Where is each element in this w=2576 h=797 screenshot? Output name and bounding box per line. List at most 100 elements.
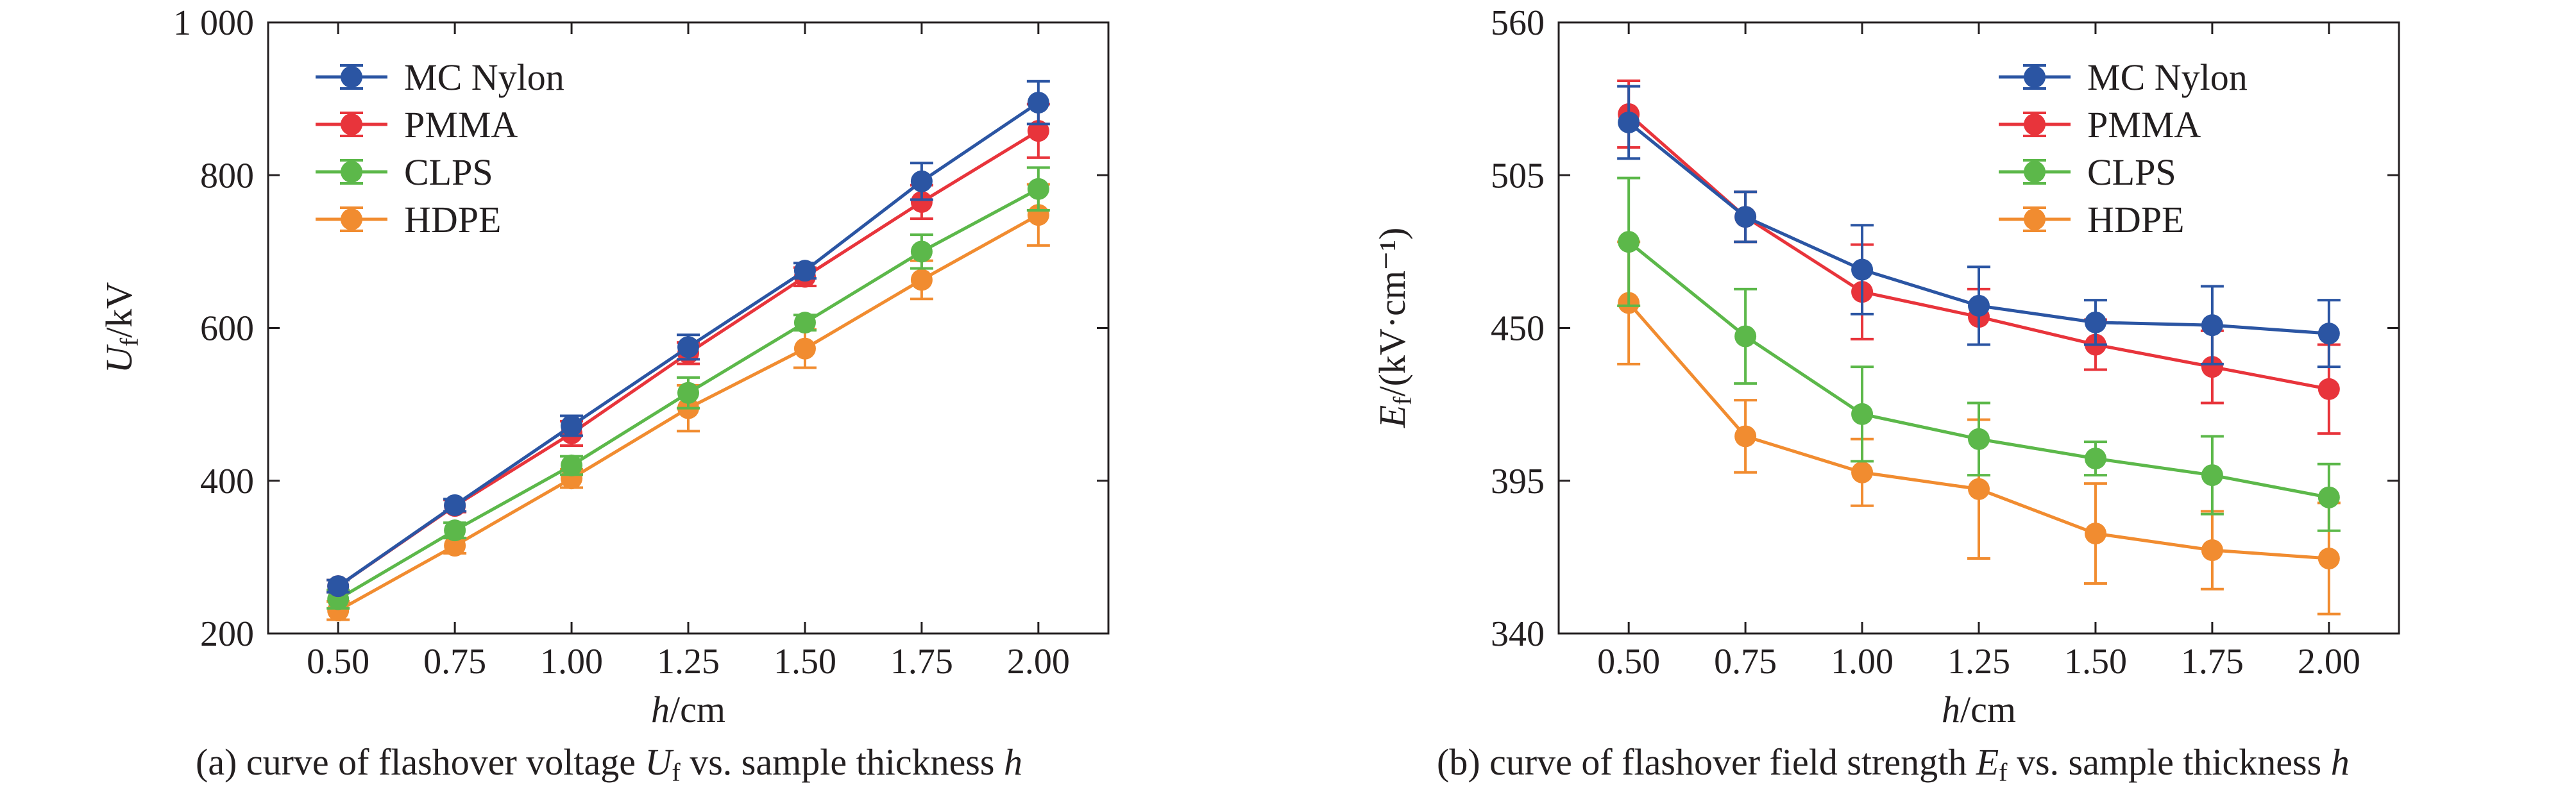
chart-b-legend-marker [2024,161,2046,183]
chart-b-x-axis-symbol: h [1942,689,1960,730]
chart-b-series-clps-point [1734,325,1757,348]
chart-a-series-clps-point [793,312,816,334]
chart-a-legend-marker [341,161,362,183]
chart-a-y-tick-label: 600 [200,309,254,349]
chart-b-series-hdpe-point [1734,425,1757,448]
panel-b: 0.50 0.75 1.00 1.25 1.50 1.75 2.00 340 395 450 505… [1288,0,2576,797]
chart-b-x-tick-label: 1.25 [1947,642,2010,682]
chart-b-series-pmma [1617,79,2341,435]
caption-a-mid: vs. sample thickness [680,741,1004,783]
chart-a-x-tick-label: 1.00 [540,642,603,682]
chart-a-series-mc-nylon-point [677,336,699,358]
chart-a-series-mc-nylon-point [1027,92,1049,114]
chart-b-series-hdpe-point [2084,523,2106,545]
chart-b-y-axis-unit: /(kV·cm⁻¹) [1371,228,1413,397]
chart-a-legend-label: CLPS [404,151,493,193]
chart-a-legend-label: PMMA [404,104,518,146]
chart-b-series-clps-point [2084,448,2106,470]
chart-b-series-mc-nylon-point [2318,323,2340,345]
chart-a: 0.50 0.75 1.00 1.25 1.50 1.75 2.00 200 400 600 800… [98,3,1110,730]
chart-a-series-hdpe-point [444,535,466,557]
chart-a-series-mc-nylon-point [327,575,350,598]
chart-b-legend-item: MC Nylon [1999,56,2248,98]
panel-a: 0.50 0.75 1.00 1.25 1.50 1.75 2.00 200 400 600 800… [98,3,1110,787]
chart-a-series-pmma-point [1027,120,1049,142]
caption-b: (b) curve of flashover field strength Ef… [1437,741,2350,787]
chart-b-series-mc-nylon-point [1968,294,1990,317]
chart-a-legend-marker [341,66,362,88]
chart-a-legend-item: CLPS [316,151,493,193]
chart-a-legend-marker [341,208,362,230]
chart-a-series-pmma-point [910,190,933,213]
caption-a-subscript: f [672,758,681,787]
chart-b-series-mc-nylon-point [2084,311,2106,333]
chart-b-legend-item: HDPE [1999,199,2184,240]
caption-a-symbol: U [645,741,672,783]
chart-b-series-clps-point [2201,464,2223,487]
caption-b-end: h [2330,741,2350,783]
chart-b-legend-label: MC Nylon [2087,56,2248,98]
chart-b-series-clps [1617,176,2341,532]
chart-b-series-hdpe-point [2201,539,2223,562]
chart-a-series-clps [326,166,1050,610]
chart-b-series-mc-nylon-point [1851,258,1874,281]
chart-a-series-hdpe-point [910,269,933,291]
chart-b-series-pmma-line [1627,113,2330,391]
chart-a-legend-label: HDPE [404,199,501,240]
chart-b-y-tick-label: 450 [1491,309,1545,349]
chart-a-series-hdpe-point [793,337,816,360]
caption-b-symbol: E [1976,741,1999,783]
chart-a-series-clps-point [910,240,933,263]
chart-b-y-axis-symbol: E [1371,405,1413,428]
chart-a-series-mc-nylon-point [561,414,583,437]
chart-a-y-tick-label: 400 [200,462,254,501]
chart-a-series-clps-point [1027,178,1049,200]
chart-a-legend-item: HDPE [316,199,501,240]
chart-a-y-tick-label: 800 [200,156,254,196]
chart-a-y-axis-label: Uf/kV [98,282,144,373]
caption-a-end: h [1003,741,1022,783]
chart-b-series-mc-nylon-point [1618,111,1640,133]
chart-a-legend-item: PMMA [316,104,518,146]
chart-b-x-axis-unit: /cm [1960,689,2016,730]
chart-b-series-hdpe-point [2318,548,2340,570]
chart-b-legend-marker [2024,208,2046,230]
chart-a-x-tick-label: 1.25 [657,642,720,682]
chart-b-legend-label: PMMA [2087,104,2201,146]
chart-b-legend-marker [2024,113,2046,135]
chart-b-series-hdpe-point [1851,461,1874,483]
chart-a-y-tick-label: 200 [200,614,254,654]
chart-b-series-clps-point [1618,231,1640,253]
caption-b-prefix: (b) curve of flashover field strength [1437,741,1976,783]
caption-a: (a) curve of flashover voltage Uf vs. sa… [196,741,1022,787]
chart-b-series-clps-point [1851,403,1874,425]
chart-b-series-mc-nylon-point [2201,314,2223,337]
chart-b-x-axis-label: h/cm [1942,689,2016,730]
chart-b-legend-item: CLPS [1999,151,2176,193]
chart-a-legend: MC Nylon PMMA CLPS HDPE [316,56,564,240]
chart-b-series-pmma-point [2318,378,2340,400]
caption-b-subscript: f [1999,758,2008,787]
chart-a-x-tick-label: 1.50 [774,642,836,682]
chart-b-y-axis-subscript: f [1388,396,1417,405]
chart-a-x-tick-label: 1.75 [890,642,953,682]
chart-b-y-tick-label: 340 [1491,614,1545,654]
chart-b-series-hdpe-point [1968,478,1990,500]
chart-a-y-tick-label: 1 000 [173,3,254,43]
chart-b-legend-marker [2024,66,2046,88]
chart-a-x-tick-label: 2.00 [1007,642,1070,682]
chart-a-y-axis-subscript: f [115,337,144,346]
chart-b-legend-label: HDPE [2087,199,2184,240]
chart-b: 0.50 0.75 1.00 1.25 1.50 1.75 2.00 340 395 450 505… [1371,3,2400,730]
chart-a-series-mc-nylon-point [910,170,933,192]
chart-b-legend: MC Nylon PMMA CLPS HDPE [1999,56,2248,240]
chart-a-legend-marker [341,113,362,135]
chart-b-series-mc-nylon-point [1734,206,1757,228]
chart-a-y-axis-symbol: U [98,344,140,373]
chart-b-x-tick-label: 0.75 [1714,642,1777,682]
chart-b-series-hdpe [1617,240,2341,616]
chart-b-x-tick-label: 1.50 [2064,642,2127,682]
chart-b-y-tick-label: 505 [1491,156,1545,196]
chart-a-x-axis-unit: /cm [670,689,725,730]
